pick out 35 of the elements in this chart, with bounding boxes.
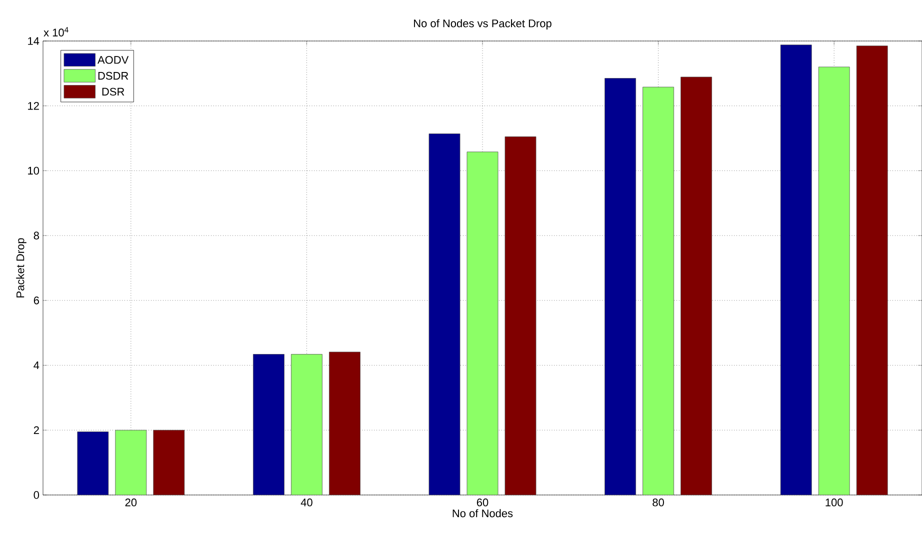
x-tick-label: 80 xyxy=(652,498,664,506)
legend-label: DSR xyxy=(102,88,124,96)
bar xyxy=(428,134,460,495)
y-tick-label: 10 xyxy=(28,166,40,175)
y-tick-label: 2 xyxy=(34,426,39,434)
y-tick-label: 12 xyxy=(28,102,39,110)
y-axis-title: Packet Drop xyxy=(16,238,26,298)
x-tick-label: 100 xyxy=(826,498,843,506)
bar xyxy=(680,76,712,495)
y-tick-label: 8 xyxy=(34,232,39,240)
bar xyxy=(504,136,536,495)
y-tick-label: 6 xyxy=(34,296,39,304)
x-tick-label: 60 xyxy=(476,498,488,506)
legend-label: AODV xyxy=(98,56,129,64)
bar xyxy=(604,78,636,495)
bar xyxy=(253,354,284,495)
chart-title: No of Nodes vs Packet Drop xyxy=(414,19,552,30)
x-tick-label: 40 xyxy=(300,498,312,506)
bar xyxy=(466,152,498,495)
bar xyxy=(780,44,812,495)
y-tick-label: 4 xyxy=(34,362,40,370)
y-tick-label: 0 xyxy=(34,491,40,499)
bar xyxy=(77,432,109,495)
y-tick-label: 14 xyxy=(28,37,40,45)
bar xyxy=(818,66,850,495)
bar xyxy=(856,46,888,495)
bar xyxy=(642,86,674,495)
x-tick-label: 20 xyxy=(125,498,137,506)
text: x 10$^{4}$ xyxy=(44,27,68,36)
bar xyxy=(153,430,185,495)
legend-label: DSDR xyxy=(98,72,128,80)
x-axis-title: No of Nodes xyxy=(452,509,513,518)
bar xyxy=(115,430,147,495)
bar xyxy=(329,352,360,495)
bar xyxy=(291,354,322,495)
